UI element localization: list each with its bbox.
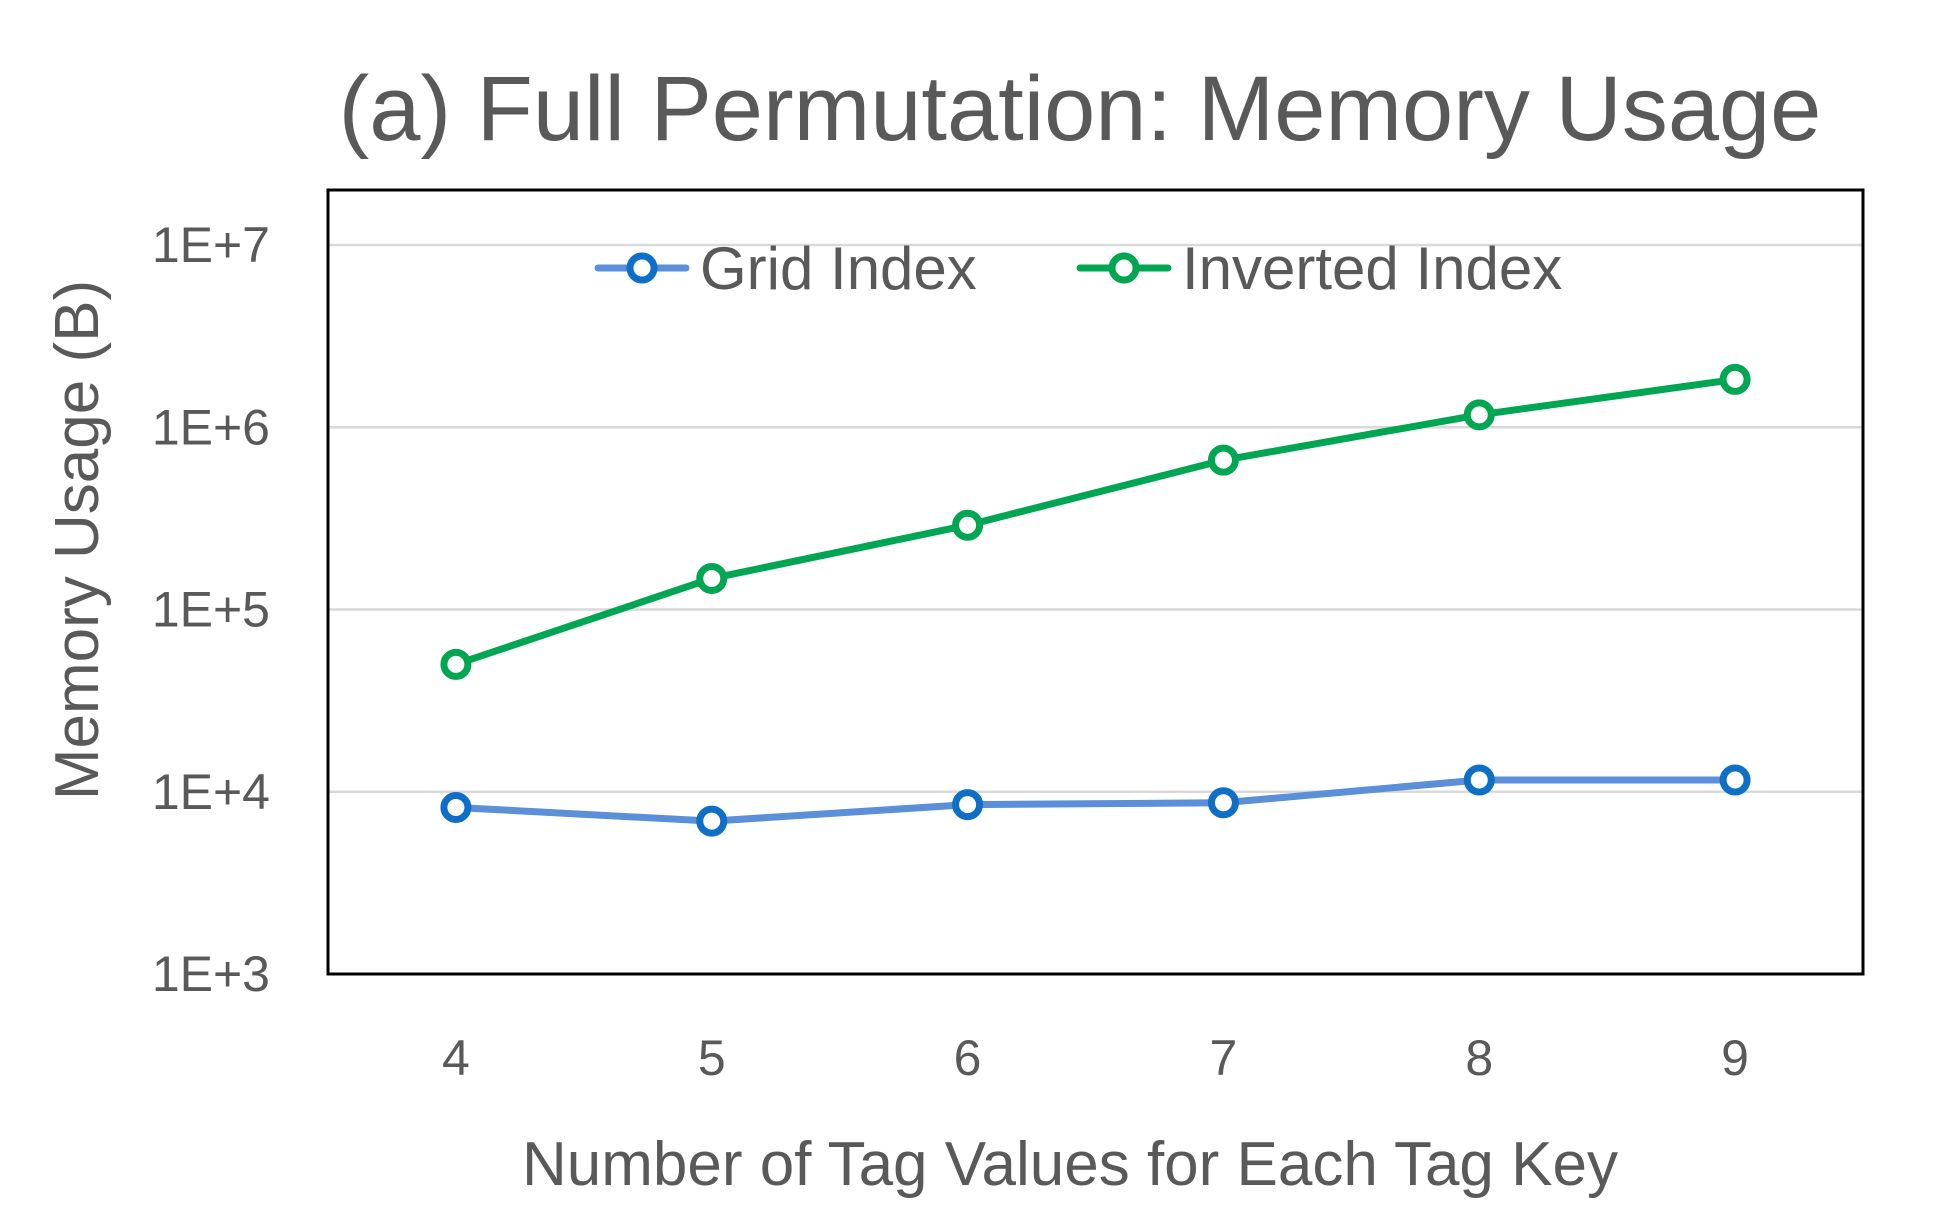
data-point	[1463, 764, 1495, 796]
legend-label-0: Grid Index	[700, 235, 977, 302]
series-layer	[440, 363, 1751, 837]
series-line-1	[452, 375, 1739, 668]
x-tick-label: 9	[1721, 1030, 1749, 1086]
data-point	[1719, 764, 1751, 796]
data-point	[696, 562, 728, 594]
data-point	[1207, 787, 1239, 819]
data-point	[952, 509, 984, 541]
data-point	[1719, 363, 1751, 395]
legend-label-1: Inverted Index	[1182, 235, 1562, 302]
data-point	[440, 648, 472, 680]
x-tick-label: 8	[1465, 1030, 1493, 1086]
x-tick-label: 5	[698, 1030, 726, 1086]
series-line-0	[452, 776, 1739, 825]
ticks-layer: 1E+3 1E+4 1E+5 1E+6 1E+7 4 5 6 7 8 9	[152, 217, 1749, 1086]
x-tick-label: 6	[954, 1030, 982, 1086]
gridlines	[328, 243, 1863, 793]
data-point	[440, 791, 472, 823]
chart-title: (a) Full Permutation: Memory Usage	[339, 58, 1822, 160]
data-point	[1207, 444, 1239, 476]
plot-area-border	[326, 188, 1865, 976]
legend-marker-0	[626, 252, 658, 284]
x-axis-title: Number of Tag Values for Each Tag Key	[522, 1130, 1618, 1199]
y-tick-label: 1E+5	[152, 582, 270, 638]
y-tick-label: 1E+3	[152, 946, 270, 1002]
y-tick-label: 1E+7	[152, 217, 270, 273]
data-point	[1463, 399, 1495, 431]
data-point	[696, 805, 728, 837]
x-tick-label: 4	[442, 1030, 470, 1086]
y-tick-label: 1E+6	[152, 399, 270, 455]
data-point	[952, 789, 984, 821]
y-axis-title: Memory Usage (B)	[43, 280, 112, 800]
x-tick-label: 7	[1210, 1030, 1238, 1086]
y-tick-label: 1E+4	[152, 764, 270, 820]
legend: Grid Index Inverted Index	[594, 235, 1562, 302]
legend-marker-1	[1108, 252, 1140, 284]
